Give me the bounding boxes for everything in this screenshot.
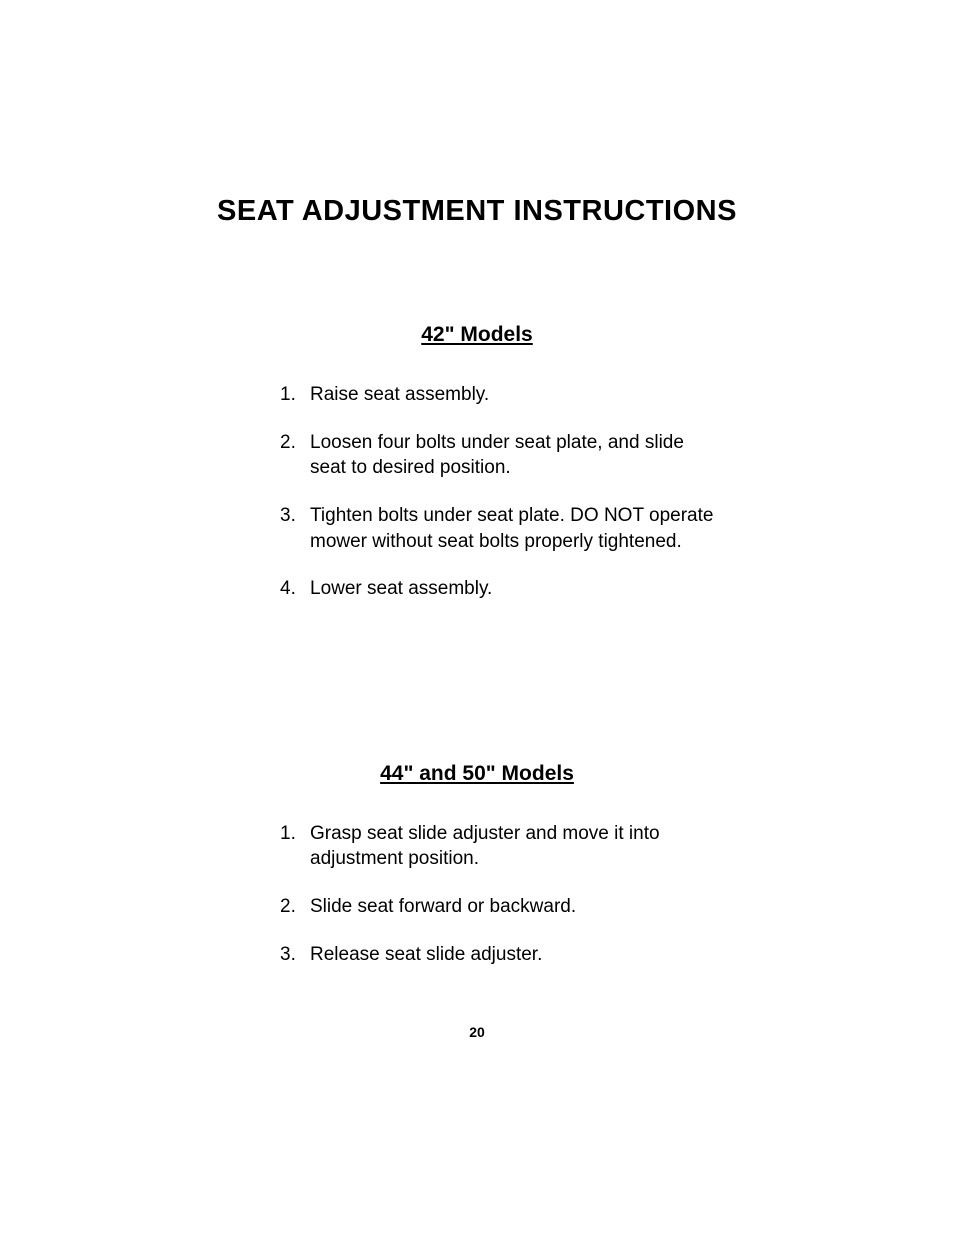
list-text: Raise seat assembly.: [310, 382, 714, 408]
list-item: 1. Grasp seat slide adjuster and move it…: [280, 821, 714, 872]
list-text: Lower seat assembly.: [310, 576, 714, 602]
section-heading-1: 42" Models: [140, 323, 814, 347]
list-item: 3. Tighten bolts under seat plate. DO NO…: [280, 503, 714, 554]
list-number: 1.: [280, 382, 310, 408]
list-text: Grasp seat slide adjuster and move it in…: [310, 821, 714, 872]
page-number: 20: [0, 1024, 954, 1040]
list-item: 3. Release seat slide adjuster.: [280, 942, 714, 968]
section-heading-2: 44" and 50" Models: [140, 762, 814, 786]
list-text: Loosen four bolts under seat plate, and …: [310, 430, 714, 481]
list-number: 3.: [280, 503, 310, 554]
section-1-list: 1. Raise seat assembly. 2. Loosen four b…: [140, 382, 814, 602]
list-text: Release seat slide adjuster.: [310, 942, 714, 968]
list-text: Tighten bolts under seat plate. DO NOT o…: [310, 503, 714, 554]
list-item: 4. Lower seat assembly.: [280, 576, 714, 602]
page-title: SEAT ADJUSTMENT INSTRUCTIONS: [140, 195, 814, 228]
section-2-list: 1. Grasp seat slide adjuster and move it…: [140, 821, 814, 968]
list-text: Slide seat forward or backward.: [310, 894, 714, 920]
list-number: 2.: [280, 894, 310, 920]
list-number: 4.: [280, 576, 310, 602]
list-number: 3.: [280, 942, 310, 968]
list-item: 2. Loosen four bolts under seat plate, a…: [280, 430, 714, 481]
list-number: 2.: [280, 430, 310, 481]
list-item: 1. Raise seat assembly.: [280, 382, 714, 408]
list-number: 1.: [280, 821, 310, 872]
list-item: 2. Slide seat forward or backward.: [280, 894, 714, 920]
